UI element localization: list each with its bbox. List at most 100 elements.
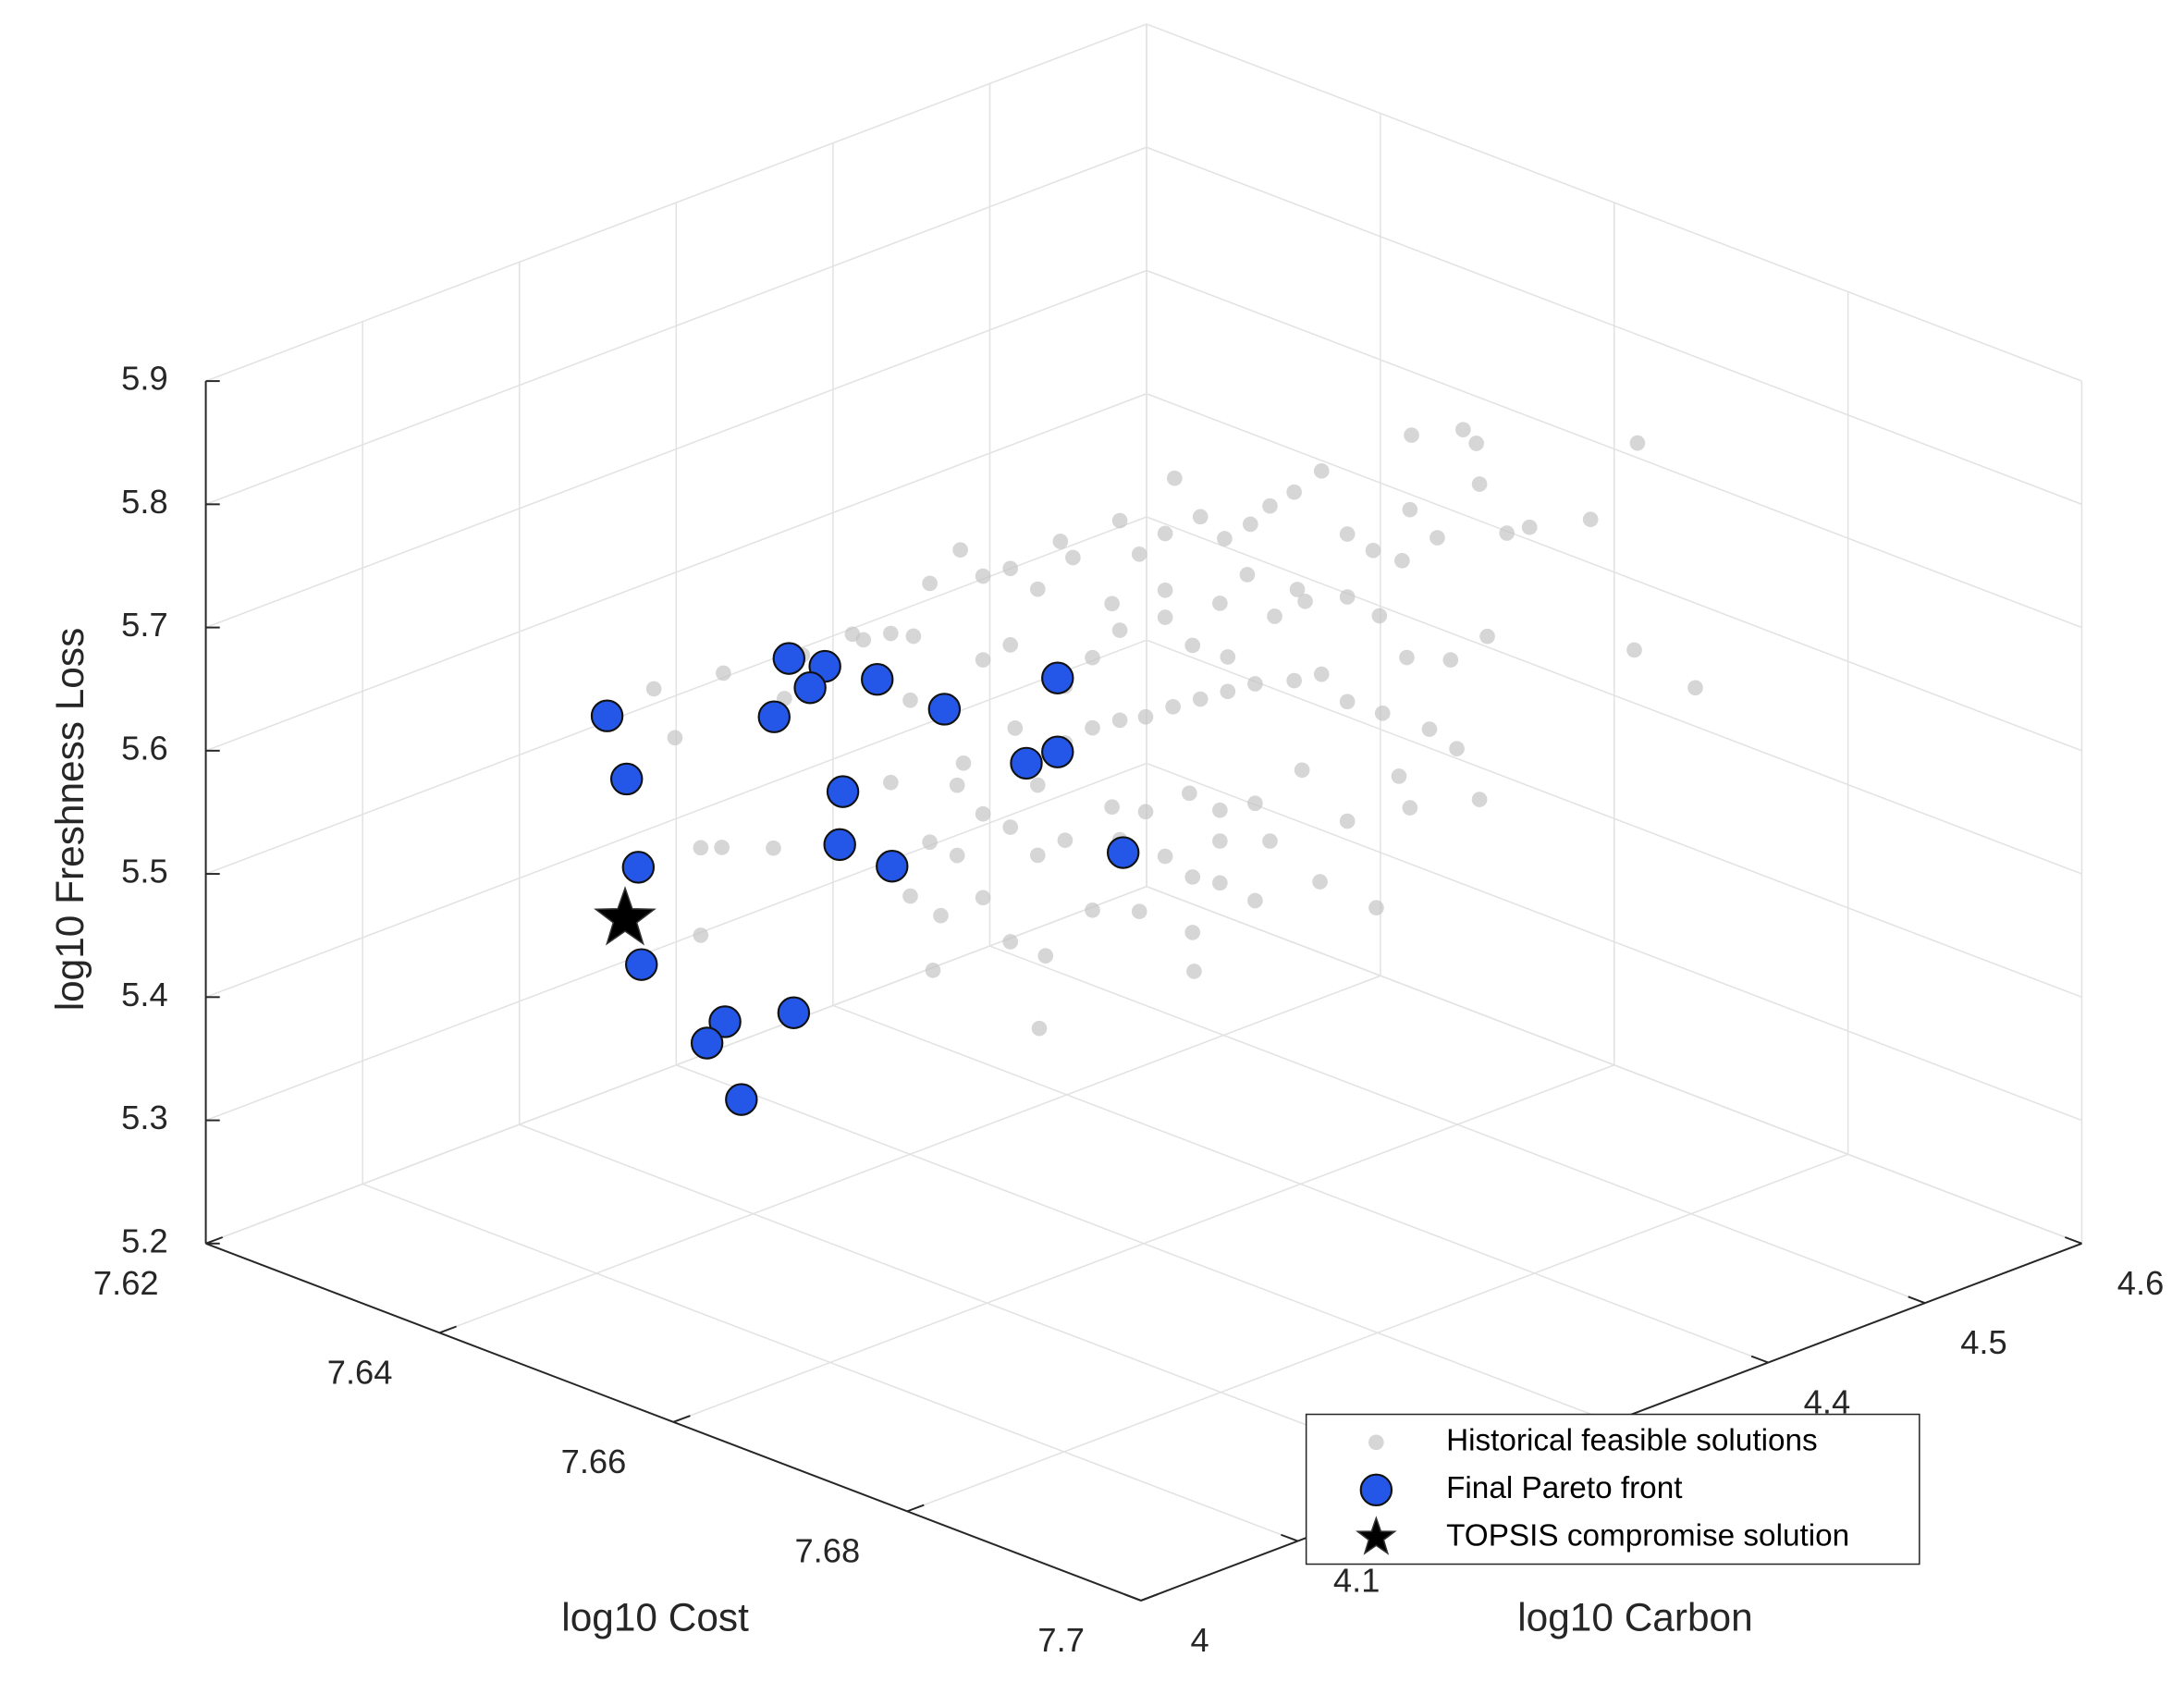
feasible-point <box>1402 501 1418 518</box>
feasible-point <box>1137 708 1154 725</box>
feasible-point <box>905 628 922 645</box>
grid-line <box>989 945 1926 1304</box>
pareto-point <box>1041 661 1074 694</box>
feasible-point <box>1131 903 1147 920</box>
feasible-point <box>1262 833 1278 849</box>
legend-label: Final Pareto front <box>1446 1471 1682 1505</box>
feasible-point <box>1247 892 1263 909</box>
legend: Historical feasible solutions Final Paret… <box>1305 1413 1920 1565</box>
grid-line <box>205 393 1147 752</box>
feasible-point <box>1629 435 1646 451</box>
feasible-point <box>902 888 918 904</box>
feasible-point <box>952 542 968 559</box>
z-tick-label: 5.9 <box>121 360 168 398</box>
feasible-point <box>1007 720 1024 736</box>
feasible-point <box>1687 680 1703 696</box>
feasible-point <box>1157 582 1173 598</box>
feasible-point <box>1085 719 1100 736</box>
feasible-point <box>1029 777 1046 793</box>
pareto-point <box>625 948 658 981</box>
tick-mark <box>906 1504 925 1513</box>
tick-mark <box>672 1415 691 1423</box>
feasible-point <box>1394 553 1410 569</box>
legend-label: TOPSIS compromise solution <box>1446 1519 1849 1553</box>
feasible-point <box>1582 511 1599 528</box>
feasible-point <box>1186 964 1202 979</box>
feasible-point <box>883 625 899 642</box>
pareto-point <box>1041 735 1074 768</box>
feasible-point <box>693 840 709 856</box>
legend-marker <box>1359 1473 1393 1507</box>
grid-line <box>205 886 1147 1245</box>
grid-line <box>205 639 1147 999</box>
z-tick-label: 5.2 <box>121 1222 168 1259</box>
feasible-point <box>902 692 918 708</box>
feasible-point <box>1399 649 1415 666</box>
feasible-point <box>1455 422 1471 437</box>
feasible-point <box>1499 525 1515 541</box>
z-tick-label: 5.4 <box>121 976 168 1013</box>
feasible-point <box>1037 948 1054 964</box>
feasible-point <box>1166 470 1183 486</box>
feasible-point <box>1111 512 1128 529</box>
feasible-point <box>1212 802 1228 818</box>
pareto-point <box>927 693 962 726</box>
feasible-point <box>1626 642 1642 658</box>
feasible-point <box>1212 833 1228 849</box>
pareto-point <box>826 775 860 808</box>
feasible-point <box>1402 800 1418 816</box>
feasible-point <box>933 907 949 924</box>
feasible-point <box>1002 637 1019 653</box>
feasible-point <box>766 840 781 856</box>
grid-line <box>676 1064 1613 1423</box>
feasible-point <box>1031 1020 1048 1037</box>
pareto-point <box>609 762 644 796</box>
feasible-point <box>949 847 965 864</box>
feasible-point <box>1468 436 1485 451</box>
legend-marker <box>1356 1516 1397 1555</box>
feasible-point <box>1267 608 1282 624</box>
feasible-point <box>1339 526 1356 542</box>
pareto-point <box>1010 746 1043 780</box>
z-tick-label: 5.3 <box>121 1099 168 1136</box>
feasible-point <box>1243 516 1258 533</box>
feasible-point <box>1294 762 1310 779</box>
x-tick-label: 7.7 <box>1037 1621 1085 1659</box>
feasible-point <box>1429 530 1445 546</box>
feasible-point <box>1220 683 1236 700</box>
feasible-point <box>1157 525 1173 542</box>
star-marker <box>594 886 656 946</box>
feasible-point <box>1471 476 1488 492</box>
grid-line <box>1146 269 2082 629</box>
grid-line <box>1146 762 2082 1122</box>
feasible-point <box>1313 666 1330 682</box>
x-tick-label: 7.62 <box>93 1264 159 1302</box>
feasible-point <box>975 805 991 822</box>
feasible-point <box>1442 652 1459 668</box>
feasible-point <box>1339 694 1356 710</box>
feasible-point <box>1052 534 1069 549</box>
pareto-point <box>590 699 624 732</box>
feasible-point <box>922 834 938 851</box>
feasible-point <box>1111 712 1128 729</box>
grid-line <box>205 762 1147 1122</box>
pareto-point <box>757 700 791 733</box>
z-axis-label: log10 Freshness Loss <box>48 628 92 1012</box>
feasible-point <box>1471 792 1488 807</box>
legend-label: Historical feasible solutions <box>1446 1424 1818 1458</box>
feasible-point <box>922 575 938 592</box>
feasible-point <box>1297 593 1313 609</box>
x-tick-label: 7.64 <box>327 1353 393 1391</box>
tick-mark <box>439 1325 457 1334</box>
feasible-point <box>925 963 941 978</box>
feasible-point <box>1104 799 1120 816</box>
pareto-point <box>708 1005 742 1038</box>
feasible-point <box>1212 595 1228 611</box>
feasible-point <box>1184 869 1201 885</box>
grid-line <box>205 269 1147 629</box>
pareto-point <box>725 1083 758 1116</box>
feasible-point <box>645 681 662 697</box>
feasible-point <box>1421 721 1438 737</box>
x-axis-label: log10 Cost <box>561 1595 749 1639</box>
